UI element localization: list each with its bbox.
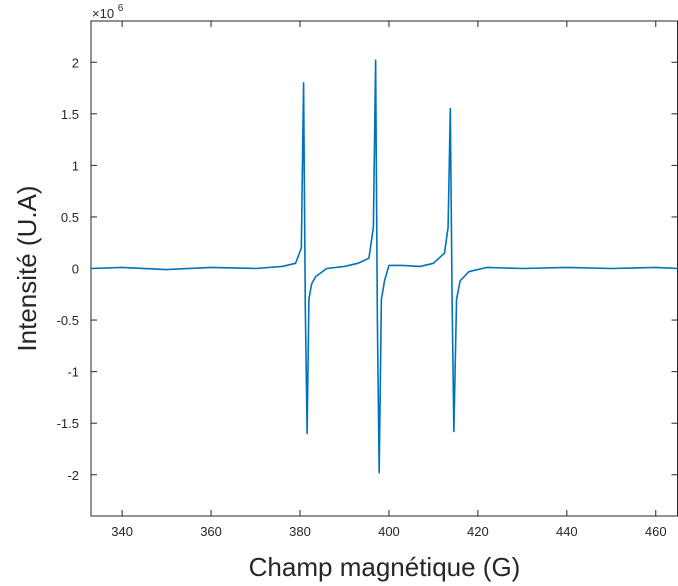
y-tick-label: 1 bbox=[72, 158, 79, 173]
x-tick-label: 440 bbox=[556, 524, 578, 539]
x-tick-label: 360 bbox=[200, 524, 222, 539]
series-line bbox=[90, 59, 678, 474]
y-tick-label: 2 bbox=[72, 55, 79, 70]
y-tick-label: -2 bbox=[67, 468, 79, 483]
x-tick-label: 380 bbox=[289, 524, 311, 539]
y-axis-label: Intensité (U.A) bbox=[12, 185, 42, 351]
y-ticks: -2 -1.5 -1 -0.5 0 0.5 1 1.5 2 bbox=[57, 55, 678, 483]
y-tick-label: -0.5 bbox=[57, 313, 79, 328]
plot-area bbox=[90, 59, 678, 474]
y-multiplier-exponent: 6 bbox=[118, 3, 124, 14]
x-tick-label: 400 bbox=[378, 524, 400, 539]
y-tick-label: 0.5 bbox=[61, 210, 79, 225]
x-tick-label: 460 bbox=[645, 524, 667, 539]
y-tick-label: -1 bbox=[67, 365, 79, 380]
x-tick-label: 420 bbox=[467, 524, 489, 539]
x-axis-label: Champ magnétique (G) bbox=[249, 552, 521, 582]
x-tick-label: 340 bbox=[111, 524, 133, 539]
y-tick-label: 1.5 bbox=[61, 107, 79, 122]
y-multiplier-base: ×10 bbox=[92, 6, 114, 21]
y-tick-label: -1.5 bbox=[57, 416, 79, 431]
y-tick-label: 0 bbox=[72, 262, 79, 277]
x-ticks: 340 360 380 400 420 440 460 bbox=[111, 21, 667, 539]
y-axis-multiplier: ×10 6 bbox=[92, 3, 124, 21]
